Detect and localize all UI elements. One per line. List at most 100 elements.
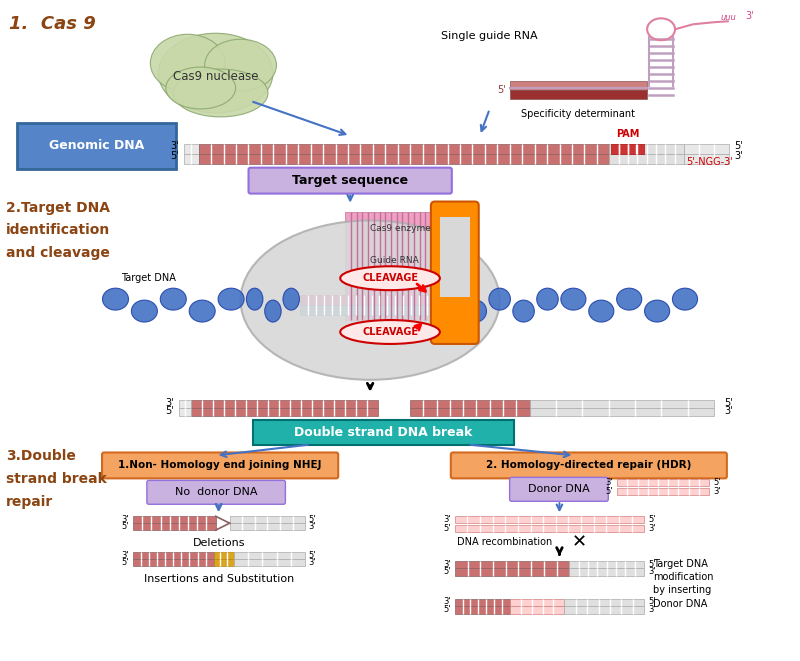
FancyBboxPatch shape: [190, 400, 378, 408]
Text: 5': 5': [122, 557, 129, 566]
Text: Donor DNA: Donor DNA: [528, 485, 590, 494]
Text: 3': 3': [308, 522, 316, 531]
Text: 3': 3': [746, 11, 754, 21]
Ellipse shape: [645, 300, 670, 322]
Text: 5': 5': [648, 559, 656, 568]
Ellipse shape: [265, 300, 281, 322]
Text: Deletions: Deletions: [192, 538, 245, 548]
FancyBboxPatch shape: [178, 400, 190, 408]
FancyBboxPatch shape: [133, 552, 214, 559]
Ellipse shape: [246, 288, 263, 310]
FancyBboxPatch shape: [455, 561, 570, 568]
Ellipse shape: [158, 33, 273, 113]
FancyBboxPatch shape: [455, 525, 644, 532]
Ellipse shape: [589, 300, 614, 322]
Text: DNA recombination: DNA recombination: [457, 537, 552, 547]
FancyBboxPatch shape: [618, 488, 709, 495]
FancyBboxPatch shape: [510, 90, 647, 99]
FancyBboxPatch shape: [410, 408, 530, 416]
Text: 3': 3': [122, 515, 129, 524]
Ellipse shape: [465, 300, 486, 322]
Text: 3': 3': [170, 141, 178, 151]
Text: Single guide RNA: Single guide RNA: [442, 31, 538, 41]
Ellipse shape: [673, 288, 698, 310]
Text: 5': 5': [648, 598, 656, 606]
FancyBboxPatch shape: [198, 154, 610, 164]
FancyBboxPatch shape: [249, 168, 452, 194]
Ellipse shape: [340, 266, 440, 290]
Ellipse shape: [166, 67, 235, 109]
Text: CLEAVAGE: CLEAVAGE: [362, 273, 418, 283]
Ellipse shape: [205, 39, 277, 91]
Text: 3': 3': [443, 559, 451, 568]
Text: Double strand DNA break: Double strand DNA break: [294, 426, 472, 438]
FancyBboxPatch shape: [570, 561, 644, 568]
FancyBboxPatch shape: [133, 524, 216, 530]
Text: 3': 3': [648, 524, 656, 533]
Text: 5': 5': [497, 85, 506, 95]
FancyBboxPatch shape: [184, 144, 198, 154]
FancyBboxPatch shape: [684, 144, 729, 154]
Text: 3': 3': [165, 398, 174, 408]
FancyBboxPatch shape: [198, 144, 610, 154]
Text: uuu: uuu: [721, 13, 737, 22]
Text: 2.Target DNA
identification
and cleavage: 2.Target DNA identification and cleavage: [6, 200, 110, 260]
Text: ✕: ✕: [572, 533, 587, 551]
Text: 1.  Cas 9: 1. Cas 9: [10, 15, 96, 33]
Text: No  donor DNA: No donor DNA: [175, 487, 258, 497]
Ellipse shape: [617, 288, 642, 310]
FancyBboxPatch shape: [133, 559, 214, 566]
FancyBboxPatch shape: [455, 568, 570, 576]
Ellipse shape: [189, 300, 215, 322]
FancyBboxPatch shape: [618, 479, 709, 486]
Ellipse shape: [102, 288, 129, 310]
FancyBboxPatch shape: [190, 408, 378, 416]
FancyBboxPatch shape: [184, 154, 198, 164]
Text: Insertions and Substitution: Insertions and Substitution: [143, 574, 294, 584]
FancyBboxPatch shape: [230, 524, 306, 530]
Text: 5': 5': [734, 141, 742, 151]
FancyBboxPatch shape: [565, 606, 644, 614]
Text: Cas9 nuclease: Cas9 nuclease: [173, 69, 258, 83]
Text: 1.Non- Homology end joining NHEJ: 1.Non- Homology end joining NHEJ: [118, 461, 322, 471]
FancyBboxPatch shape: [455, 599, 510, 606]
FancyBboxPatch shape: [455, 606, 510, 614]
FancyBboxPatch shape: [345, 212, 437, 320]
Ellipse shape: [241, 221, 500, 380]
Ellipse shape: [131, 300, 158, 322]
FancyBboxPatch shape: [684, 154, 729, 164]
Text: Target DNA
modification
by inserting
Donor DNA: Target DNA modification by inserting Don…: [653, 559, 714, 609]
Ellipse shape: [150, 34, 225, 92]
FancyBboxPatch shape: [455, 516, 644, 524]
Text: PAM: PAM: [616, 129, 639, 139]
FancyBboxPatch shape: [570, 568, 644, 576]
FancyBboxPatch shape: [440, 217, 470, 297]
FancyBboxPatch shape: [178, 408, 190, 416]
FancyBboxPatch shape: [565, 599, 644, 606]
Text: 3.Double
strand break
repair: 3.Double strand break repair: [6, 449, 107, 509]
FancyBboxPatch shape: [530, 408, 714, 416]
Text: 3': 3': [606, 479, 614, 487]
Text: 3': 3': [443, 598, 451, 606]
FancyBboxPatch shape: [102, 453, 338, 479]
Ellipse shape: [489, 288, 510, 310]
FancyBboxPatch shape: [610, 154, 684, 164]
FancyBboxPatch shape: [230, 516, 306, 524]
FancyBboxPatch shape: [147, 481, 286, 504]
FancyBboxPatch shape: [530, 400, 714, 408]
Ellipse shape: [441, 288, 462, 310]
FancyBboxPatch shape: [431, 202, 478, 344]
Text: Cas9 enzyme: Cas9 enzyme: [370, 224, 431, 233]
Text: 5': 5': [308, 551, 316, 560]
Text: 5': 5': [308, 515, 316, 524]
Text: 5': 5': [606, 487, 614, 496]
Text: 5'-NGG-3': 5'-NGG-3': [686, 157, 733, 167]
Text: Genomic DNA: Genomic DNA: [49, 139, 144, 152]
Ellipse shape: [513, 300, 534, 322]
FancyBboxPatch shape: [510, 606, 565, 614]
Text: Target DNA: Target DNA: [122, 273, 176, 283]
Text: 5': 5': [648, 515, 656, 524]
Text: CLEAVAGE: CLEAVAGE: [362, 327, 418, 337]
Text: 2. Homology-directed repair (HDR): 2. Homology-directed repair (HDR): [486, 461, 691, 471]
Text: Target sequence: Target sequence: [292, 174, 408, 187]
